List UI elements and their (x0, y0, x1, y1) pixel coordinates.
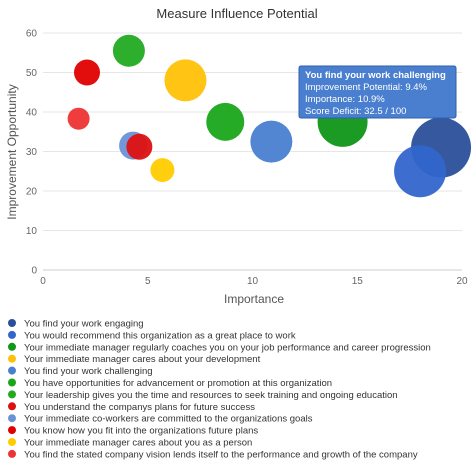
tooltip-line: Importance: 10.9% (305, 94, 385, 105)
tooltip-line: Score Deficit: 32.5 / 100 (305, 106, 406, 117)
legend-marker (8, 449, 16, 458)
y-tick-label: 0 (31, 266, 37, 277)
bubble-point[interactable] (112, 34, 145, 67)
x-tick-label: 10 (247, 276, 259, 287)
grid (43, 32, 462, 271)
axis-ticks: 0 10 20 30 40 50 60 0 5 10 15 20 (26, 29, 468, 288)
y-tick-label: 10 (26, 226, 38, 237)
legend-entry[interactable]: You know how you fit into the organizati… (24, 426, 258, 437)
bubble-point[interactable] (250, 120, 293, 163)
legend-entry[interactable]: Your immediate manager cares about you a… (24, 438, 252, 449)
x-axis-label: Importance (224, 292, 284, 306)
legend-marker (8, 366, 16, 375)
legend-entry[interactable]: You find the stated company vision lends… (24, 449, 418, 460)
tooltip-box (298, 65, 457, 119)
legend-marker (8, 402, 16, 411)
legend-marker (8, 426, 16, 435)
bubble-point[interactable] (394, 145, 447, 198)
legend-marker (8, 390, 16, 399)
legend-entry[interactable]: Your immediate manager regularly coaches… (24, 342, 431, 353)
bubble-point[interactable] (73, 59, 100, 86)
legend-marker (8, 378, 16, 387)
bubble-point[interactable] (150, 158, 175, 183)
legend-entry[interactable]: You would recommend this organization as… (24, 330, 296, 341)
x-tick-label: 20 (456, 276, 468, 287)
y-tick-label: 60 (26, 29, 38, 40)
legend-entry[interactable]: You find your work challenging (24, 366, 153, 377)
legend-entry[interactable]: Your immediate co-workers are committed … (24, 414, 313, 425)
bubble-point[interactable] (67, 107, 90, 130)
legend-marker (8, 438, 16, 446)
bubbles (67, 34, 472, 198)
legend-marker (8, 330, 16, 339)
tooltip-line: Improvement Potential: 9.4% (305, 82, 428, 93)
legend-entry[interactable]: Your leadership gives you the time and r… (24, 390, 398, 401)
legend-entry[interactable]: Your immediate manager cares about your … (24, 354, 261, 365)
y-tick-label: 30 (26, 147, 38, 158)
y-tick-label: 20 (26, 187, 38, 198)
y-axis-label: Improvement Opportunity (5, 84, 19, 219)
bubble-point[interactable] (164, 59, 207, 102)
legend-entry[interactable]: You understand the companys plans for fu… (24, 402, 255, 413)
chart-title: Measure Influence Potential (156, 6, 317, 21)
bubble-point[interactable] (126, 133, 153, 160)
y-tick-label: 40 (26, 108, 38, 119)
bubble-point[interactable] (206, 102, 245, 141)
x-tick-label: 0 (40, 276, 46, 287)
tooltip-title: You find your work challenging (305, 70, 446, 81)
x-tick-label: 5 (145, 276, 151, 287)
legend-entry[interactable]: You have opportunities for advancement o… (24, 378, 332, 389)
tooltip: You find your work challengingImprovemen… (298, 65, 457, 119)
x-tick-label: 15 (352, 276, 364, 287)
legend-entry[interactable]: You find your work engaging (24, 319, 144, 330)
y-tick-label: 50 (26, 68, 38, 79)
legend-marker (8, 342, 16, 351)
legend-marker (8, 354, 16, 363)
legend-marker (8, 319, 16, 327)
legend-marker (8, 414, 16, 423)
